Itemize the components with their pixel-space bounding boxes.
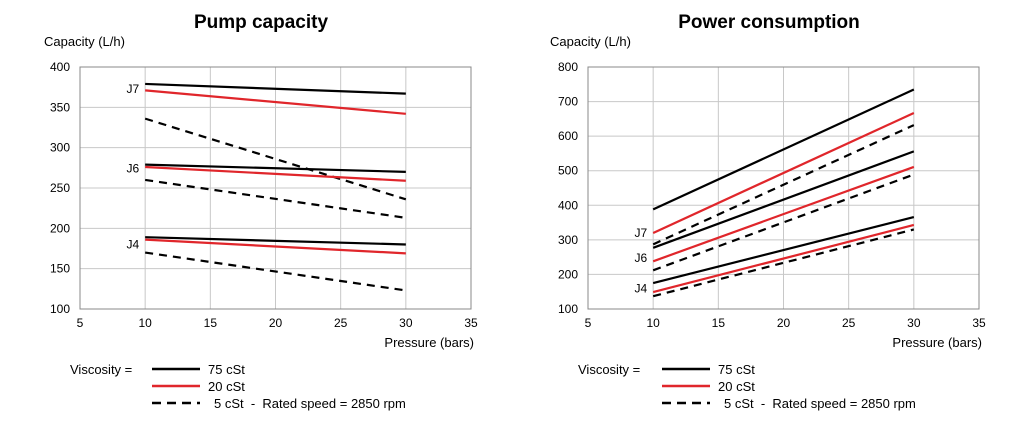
- series-group-label: J6: [634, 251, 647, 265]
- tick-labels: 5 10 15 20 25 30 35 100 150 200 250 300 350 400: [50, 60, 478, 330]
- tick-labels: 5 10 15 20 25 30 35 100 200 300 400 500 600 700 800: [558, 60, 986, 330]
- annotations: J7 J6 J4: [126, 82, 139, 252]
- legend-left: Viscosity = 75 cSt 20 cSt 5 cSt - Rated …: [70, 362, 406, 411]
- y-tick-label: 200: [558, 267, 578, 281]
- series-group-label: J7: [634, 226, 647, 240]
- y-tick-label: 400: [50, 60, 70, 74]
- x-tick-label: 15: [204, 316, 218, 330]
- power-consumption-chart: Power consumption Capacity (L/h) Pressur…: [550, 12, 986, 350]
- series-line-j4-solid-black: [652, 215, 915, 285]
- series-group-label: J7: [126, 82, 139, 96]
- chart-title: Pump capacity: [194, 12, 329, 33]
- legend-label-5cst: 5 cSt - Rated speed = 2850 rpm: [214, 396, 406, 411]
- series-line-j4-solid-red: [652, 223, 915, 294]
- chart-title: Power consumption: [678, 12, 860, 33]
- series-line-j4-dashed-black: [652, 228, 915, 298]
- series-lines: [652, 88, 915, 298]
- axes: [587, 66, 980, 310]
- x-tick-label: 5: [77, 316, 84, 330]
- legend-label-20cst: 20 cSt: [718, 379, 755, 394]
- y-tick-label: 700: [558, 95, 578, 109]
- annotations: J7 J6 J4: [634, 226, 647, 295]
- pump-capacity-chart: Pump capacity Capacity (L/h) Pressure (b…: [44, 12, 478, 350]
- plot-frame: [587, 66, 980, 310]
- y-tick-label: 250: [50, 181, 70, 195]
- series-line-j7-solid-black: [145, 82, 406, 95]
- y-tick-label: 350: [50, 100, 70, 114]
- series-line-j7-dashed-black: [652, 124, 915, 246]
- series-lines: [144, 82, 407, 292]
- legend-label-75cst: 75 cSt: [208, 362, 245, 377]
- x-axis-label: Pressure (bars): [892, 335, 982, 350]
- y-tick-label: 300: [558, 233, 578, 247]
- series-group-label: J4: [126, 237, 139, 251]
- x-tick-label: 10: [646, 316, 660, 330]
- legend-label-5cst: 5 cSt - Rated speed = 2850 rpm: [724, 396, 916, 411]
- y-tick-label: 100: [558, 302, 578, 316]
- x-tick-label: 30: [399, 316, 413, 330]
- legend-prefix: Viscosity =: [578, 362, 640, 377]
- legend-label-75cst: 75 cSt: [718, 362, 755, 377]
- y-axis-label: Capacity (L/h): [550, 34, 631, 49]
- series-line-j4-dashed-black: [145, 251, 406, 292]
- x-tick-label: 20: [269, 316, 283, 330]
- series-line-j6-solid-red: [145, 165, 406, 182]
- x-axis-label: Pressure (bars): [384, 335, 474, 350]
- series-line-j6-dashed-black: [145, 178, 406, 219]
- y-axis-label: Capacity (L/h): [44, 34, 125, 49]
- series-group-label: J4: [634, 281, 647, 295]
- x-tick-label: 25: [842, 316, 856, 330]
- x-tick-label: 30: [907, 316, 921, 330]
- legend-prefix: Viscosity =: [70, 362, 132, 377]
- grid: [587, 66, 980, 310]
- series-line-j7-solid-red: [145, 89, 406, 115]
- x-tick-label: 10: [138, 316, 152, 330]
- plot-frame: [79, 66, 472, 310]
- series-line-j7-solid-black: [652, 88, 915, 211]
- y-tick-label: 150: [50, 262, 70, 276]
- series-line-j4-solid-black: [145, 236, 406, 246]
- x-tick-label: 15: [712, 316, 726, 330]
- series-line-j6-solid-red: [652, 165, 915, 263]
- series-group-label: J6: [126, 162, 139, 176]
- y-tick-label: 500: [558, 164, 578, 178]
- x-tick-label: 5: [585, 316, 592, 330]
- series-line-j7-dashed-black: [144, 117, 407, 201]
- y-tick-label: 800: [558, 60, 578, 74]
- legend-label-20cst: 20 cSt: [208, 379, 245, 394]
- legend-right: Viscosity = 75 cSt 20 cSt 5 cSt - Rated …: [578, 362, 916, 411]
- x-tick-label: 25: [334, 316, 348, 330]
- y-tick-label: 200: [50, 221, 70, 235]
- x-tick-label: 35: [972, 316, 986, 330]
- series-line-j4-solid-red: [145, 238, 406, 255]
- y-tick-label: 600: [558, 129, 578, 143]
- y-tick-label: 300: [50, 141, 70, 155]
- x-tick-label: 20: [777, 316, 791, 330]
- y-tick-label: 400: [558, 198, 578, 212]
- axes: [79, 66, 472, 310]
- y-tick-label: 100: [50, 302, 70, 316]
- x-tick-label: 35: [464, 316, 478, 330]
- series-line-j7-solid-red: [652, 111, 915, 234]
- grid: [79, 66, 472, 310]
- series-line-j6-dashed-black: [652, 173, 915, 272]
- series-line-j6-solid-black: [652, 150, 915, 249]
- series-line-j6-solid-black: [145, 163, 406, 173]
